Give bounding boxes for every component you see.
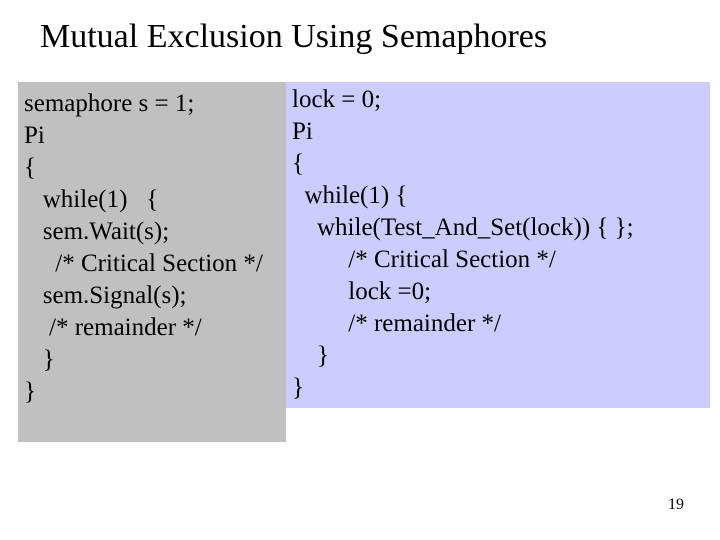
left-code-panel: semaphore s = 1; Pi { while(1) { sem.Wai… [18, 82, 286, 442]
right-code-panel: lock = 0; Pi { while(1) { while(Test_And… [286, 82, 710, 408]
code-line: } [292, 372, 706, 404]
code-line: while(Test_And_Set(lock)) { }; [292, 212, 706, 244]
code-line: { [24, 152, 280, 184]
code-line: } [24, 376, 280, 408]
page-number: 19 [668, 496, 684, 514]
code-line: { [292, 148, 706, 180]
code-line: Pi [292, 116, 706, 148]
code-line: lock =0; [292, 276, 706, 308]
code-line: sem.Wait(s); [24, 216, 280, 248]
code-line: /* Critical Section */ [292, 244, 706, 276]
code-line: while(1) { [24, 184, 280, 216]
code-line: /* remainder */ [292, 308, 706, 340]
code-line: semaphore s = 1; [24, 88, 280, 120]
code-line: /* remainder */ [24, 312, 280, 344]
code-line: sem.Signal(s); [24, 280, 280, 312]
code-line: Pi [24, 120, 280, 152]
slide-title: Mutual Exclusion Using Semaphores [40, 18, 700, 56]
code-line: } [292, 340, 706, 372]
slide: Mutual Exclusion Using Semaphores semaph… [0, 0, 720, 540]
code-line: while(1) { [292, 180, 706, 212]
code-line: lock = 0; [292, 84, 706, 116]
code-line: /* Critical Section */ [24, 248, 280, 280]
code-line: } [24, 344, 280, 376]
